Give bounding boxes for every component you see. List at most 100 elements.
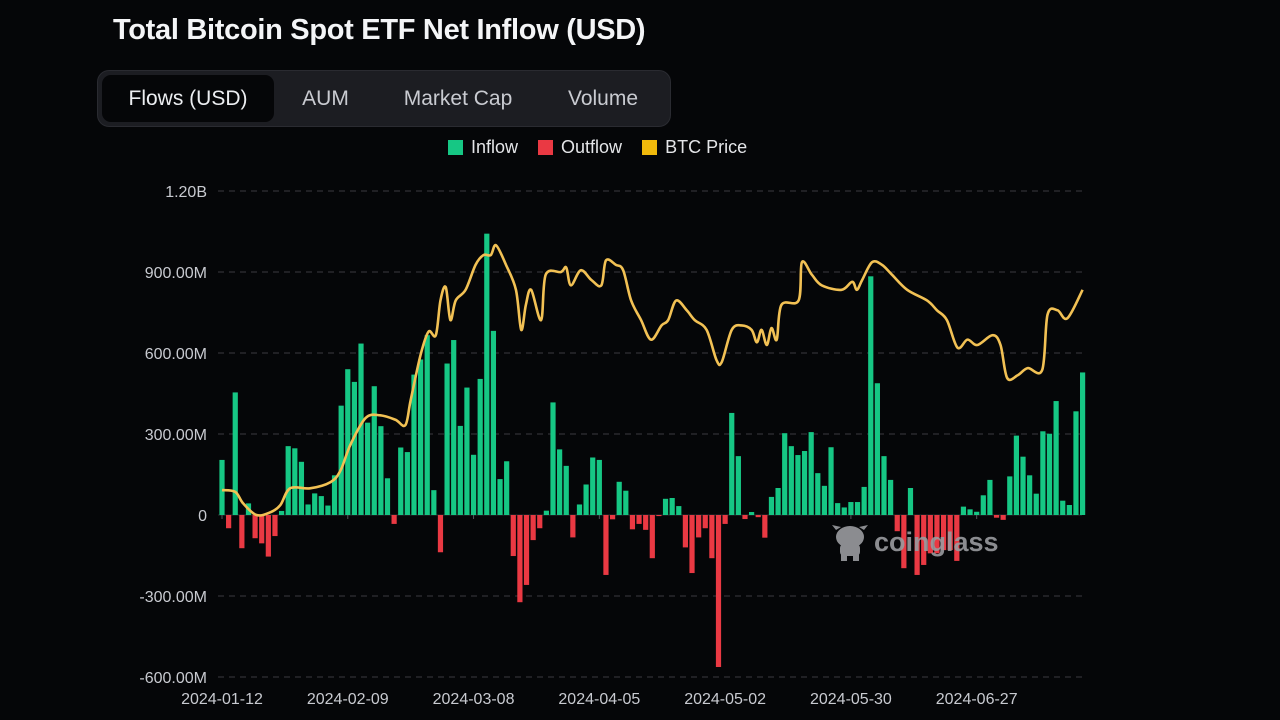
inflow-bar xyxy=(729,412,735,515)
outflow-bar xyxy=(523,515,530,585)
outflow-bar xyxy=(696,515,702,538)
inflow-bar xyxy=(854,502,861,515)
outflow-bar xyxy=(603,515,609,575)
outflow-bar xyxy=(437,515,444,553)
inflow-bar xyxy=(835,503,841,515)
outflow-bar xyxy=(226,515,232,529)
inflow-bar xyxy=(1046,433,1053,515)
outflow-bar xyxy=(755,515,761,518)
inflow-bar xyxy=(583,484,589,515)
outflow-bar xyxy=(762,515,768,538)
tab-flows[interactable]: Flows (USD) xyxy=(102,75,274,122)
inflow-bar xyxy=(795,455,801,515)
inflow-bar xyxy=(828,447,834,515)
outflow-bar xyxy=(901,515,907,569)
inflow-bar xyxy=(411,374,417,515)
tab-bar: Flows (USD) AUM Market Cap Volume xyxy=(97,70,671,127)
outflow-bar xyxy=(682,515,688,548)
inflow-bar xyxy=(576,504,583,515)
inflow-bar xyxy=(490,330,497,515)
inflow-bar xyxy=(967,509,973,515)
watermark-text: coinglass xyxy=(874,526,999,557)
inflow-bar xyxy=(398,447,404,515)
legend-inflow[interactable]: Inflow xyxy=(448,137,518,158)
inflow-bar xyxy=(292,448,298,515)
inflow-bar xyxy=(318,496,324,515)
inflow-bar xyxy=(821,485,828,515)
inflow-bar xyxy=(1033,493,1039,515)
outflow-bar xyxy=(894,515,900,532)
inflow-bar xyxy=(676,506,682,515)
inflow-bar xyxy=(457,425,463,515)
outflow-bar xyxy=(921,515,927,565)
inflow-bar xyxy=(338,405,344,515)
inflow-bar xyxy=(662,498,669,515)
tab-market-cap[interactable]: Market Cap xyxy=(403,87,513,110)
outflow-bar xyxy=(649,515,655,559)
inflow-bar xyxy=(365,422,371,515)
inflow-bar xyxy=(775,488,781,515)
inflow-bar xyxy=(669,497,675,515)
inflow-bar xyxy=(881,456,887,515)
outflow-bar xyxy=(259,515,265,544)
btc-price-line xyxy=(221,243,1084,517)
inflow-bar xyxy=(874,383,880,515)
inflow-bar xyxy=(1007,476,1013,515)
y-tick-label: 600.00M xyxy=(145,346,207,363)
inflow-bar xyxy=(557,449,563,515)
outflow-bar xyxy=(391,515,397,524)
inflow-bar xyxy=(782,433,788,515)
outflow-bar xyxy=(265,515,271,557)
inflow-bar xyxy=(371,386,377,515)
legend-btc-price[interactable]: BTC Price xyxy=(642,137,747,158)
outflow-bar xyxy=(914,515,920,575)
inflow-bar xyxy=(590,457,596,515)
coinglass-logo-icon xyxy=(832,525,868,561)
y-tick-label: 300.00M xyxy=(145,427,207,444)
inflow-bar xyxy=(563,465,569,515)
inflow-bar xyxy=(1080,372,1086,515)
outflow-bar xyxy=(629,515,636,530)
inflow-bar xyxy=(1013,435,1019,515)
outflow-bar xyxy=(689,515,695,574)
legend-outflow[interactable]: Outflow xyxy=(538,137,622,158)
inflow-bar xyxy=(477,378,483,515)
inflow-bar xyxy=(351,381,357,515)
btc-price-swatch-icon xyxy=(642,140,658,155)
chart-legend: Inflow Outflow BTC Price xyxy=(448,137,747,158)
legend-btc-price-label: BTC Price xyxy=(665,137,748,157)
outflow-bar xyxy=(709,515,715,559)
x-tick-label: 2024-01-12 xyxy=(181,691,263,708)
outflow-bar xyxy=(530,515,536,541)
inflow-bar xyxy=(1040,431,1046,515)
inflow-bar xyxy=(788,446,794,515)
outflow-bar xyxy=(570,515,576,538)
inflow-bar xyxy=(861,486,867,515)
inflow-bar xyxy=(312,493,318,515)
outflow-bar xyxy=(715,515,722,668)
outflow-bar xyxy=(609,515,616,520)
y-tick-label: -600.00M xyxy=(139,670,207,687)
inflow-bar xyxy=(404,452,410,515)
inflow-swatch-icon xyxy=(448,140,463,155)
inflow-bar xyxy=(278,510,285,515)
inflow-bar xyxy=(987,479,993,515)
inflow-bar xyxy=(815,473,821,515)
legend-inflow-label: Inflow xyxy=(471,137,519,157)
inflow-bar xyxy=(424,335,430,515)
y-tick-label: 0 xyxy=(198,508,207,525)
inflow-bar xyxy=(470,454,477,515)
outflow-bar xyxy=(927,515,933,554)
tab-volume[interactable]: Volume xyxy=(567,87,639,110)
x-tick-label: 2024-05-02 xyxy=(684,691,766,708)
x-tick-label: 2024-05-30 xyxy=(810,691,892,708)
inflow-bar xyxy=(1020,456,1026,515)
inflow-bar xyxy=(305,504,311,515)
outflow-bar xyxy=(252,515,258,539)
tab-aum[interactable]: AUM xyxy=(302,87,349,110)
inflow-bar xyxy=(484,233,490,515)
inflow-bar xyxy=(848,502,854,515)
inflow-bar xyxy=(219,459,225,515)
inflow-bar xyxy=(331,475,338,515)
inflow-bar xyxy=(464,387,470,515)
